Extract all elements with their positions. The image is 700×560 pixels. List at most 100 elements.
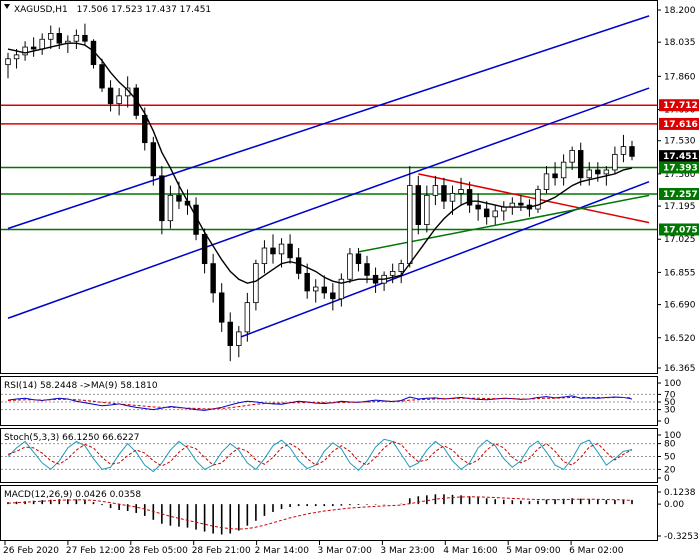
candle-body	[432, 185, 439, 196]
candle-body	[261, 247, 268, 265]
price-label-box	[659, 187, 699, 200]
candle-body	[364, 263, 370, 276]
candle-body	[475, 204, 481, 210]
candle-body	[56, 33, 63, 44]
y-tick-label: 16.690	[664, 301, 696, 311]
x-tick-label: 27 Feb 12:00	[66, 546, 125, 556]
candle-body	[244, 302, 251, 333]
candle-body	[167, 194, 174, 222]
stoch-title: Stoch(5,3,3) 66.1250 66.6227	[4, 433, 139, 443]
candle-body	[398, 263, 404, 272]
axis-layer: 18.20018.03517.86017.69017.53017.36017.1…	[3, 6, 699, 556]
candle-body	[355, 253, 362, 265]
x-tick-label: 5 Mar 09:00	[506, 546, 561, 556]
candle-body	[39, 38, 45, 50]
x-tick-label: 28 Feb 05:00	[129, 546, 188, 556]
candle-body	[133, 87, 139, 116]
candle-body	[483, 208, 490, 218]
candle-body	[236, 331, 242, 346]
macd-y-label: 0.1238	[664, 488, 696, 498]
candle-body	[612, 153, 618, 171]
candle-body	[518, 202, 524, 206]
candle-body	[603, 169, 610, 175]
candle-body	[330, 292, 336, 300]
y-tick-label: 17.360	[664, 170, 696, 180]
candle-body	[116, 95, 122, 105]
candle-body	[107, 87, 114, 105]
candle-body	[338, 278, 345, 300]
x-tick-label: 4 Mar 16:00	[443, 546, 498, 556]
collapse-arrow-icon[interactable]	[4, 4, 10, 9]
panel-y-label: 100	[664, 379, 681, 389]
y-tick-label: 16.520	[664, 334, 696, 344]
candle-body	[458, 189, 464, 194]
candle-body	[48, 33, 54, 40]
candle-body	[313, 286, 319, 292]
candle-body	[295, 257, 302, 274]
macd-title: MACD(12,26,9) 0.0426 0.0358	[4, 490, 141, 500]
candle-body	[270, 247, 276, 255]
price-label-text: 17.451	[663, 152, 698, 162]
candle-body	[577, 150, 584, 179]
candle-body	[253, 263, 259, 304]
candle-body	[304, 272, 310, 292]
candle-body	[535, 189, 541, 210]
candle-body	[287, 243, 293, 259]
x-tick-label: 6 Mar 02:00	[569, 546, 624, 556]
panel-y-label: 70	[664, 390, 676, 400]
y-tick-label: 17.025	[664, 235, 696, 245]
candle-body	[407, 185, 413, 265]
price-label-text: 17.257	[663, 190, 698, 200]
rsi-layer	[1, 393, 657, 411]
y-tick-label: 16.365	[664, 364, 696, 374]
macd-layer	[7, 494, 633, 535]
y-tick-label: 17.860	[664, 72, 696, 82]
price-label-text: 17.075	[663, 225, 698, 235]
y-tick-label: 18.200	[664, 6, 696, 16]
panel-y-label: 0	[664, 474, 670, 484]
x-tick-label: 26 Feb 2020	[3, 546, 59, 556]
main-layer	[1, 15, 657, 362]
candle-body	[569, 150, 575, 163]
macd-y-label: 0.00	[664, 500, 684, 510]
price-label-box	[659, 99, 699, 112]
green-support-line	[358, 194, 650, 253]
candle-body	[82, 34, 88, 42]
candle-body	[227, 321, 233, 346]
y-tick-label: 17.195	[664, 202, 696, 212]
x-tick-label: 3 Mar 07:00	[318, 546, 373, 556]
rsi-panel	[0, 376, 658, 426]
candle-body	[99, 64, 105, 89]
panel-y-label: 30	[664, 406, 676, 416]
price-label-text: 17.616	[663, 120, 698, 130]
candle-body	[30, 46, 37, 50]
price-label-box	[659, 117, 699, 130]
macd-y-label: -0.3253	[664, 532, 699, 542]
ohlc-values: 17.506 17.523 17.437 17.451	[77, 5, 212, 15]
candle-body	[347, 253, 353, 280]
series-line-1	[7, 396, 633, 410]
x-tick-label: 3 Mar 23:00	[380, 546, 435, 556]
y-tick-label: 17.530	[664, 137, 696, 147]
panel-y-label: 20	[664, 465, 676, 475]
x-tick-label: 28 Feb 21:00	[192, 546, 251, 556]
macd-panel	[0, 485, 658, 541]
candle-body	[13, 54, 20, 60]
candle-body	[210, 263, 216, 294]
price-label-text: 17.393	[663, 163, 698, 173]
candle-body	[595, 169, 601, 175]
symbol-name: XAGUSD,H1	[14, 5, 68, 15]
candle-body	[586, 169, 592, 179]
candle-body	[620, 146, 627, 155]
candle-body	[552, 173, 558, 179]
candle-body	[218, 292, 225, 323]
panel-y-label: 50	[664, 453, 676, 463]
candle-body	[142, 114, 148, 144]
series-line-0	[7, 438, 633, 473]
panel-y-label: 80	[664, 440, 676, 450]
candle-body	[543, 173, 550, 190]
y-tick-label: 16.855	[664, 268, 696, 278]
channel-middle-line	[7, 87, 650, 319]
